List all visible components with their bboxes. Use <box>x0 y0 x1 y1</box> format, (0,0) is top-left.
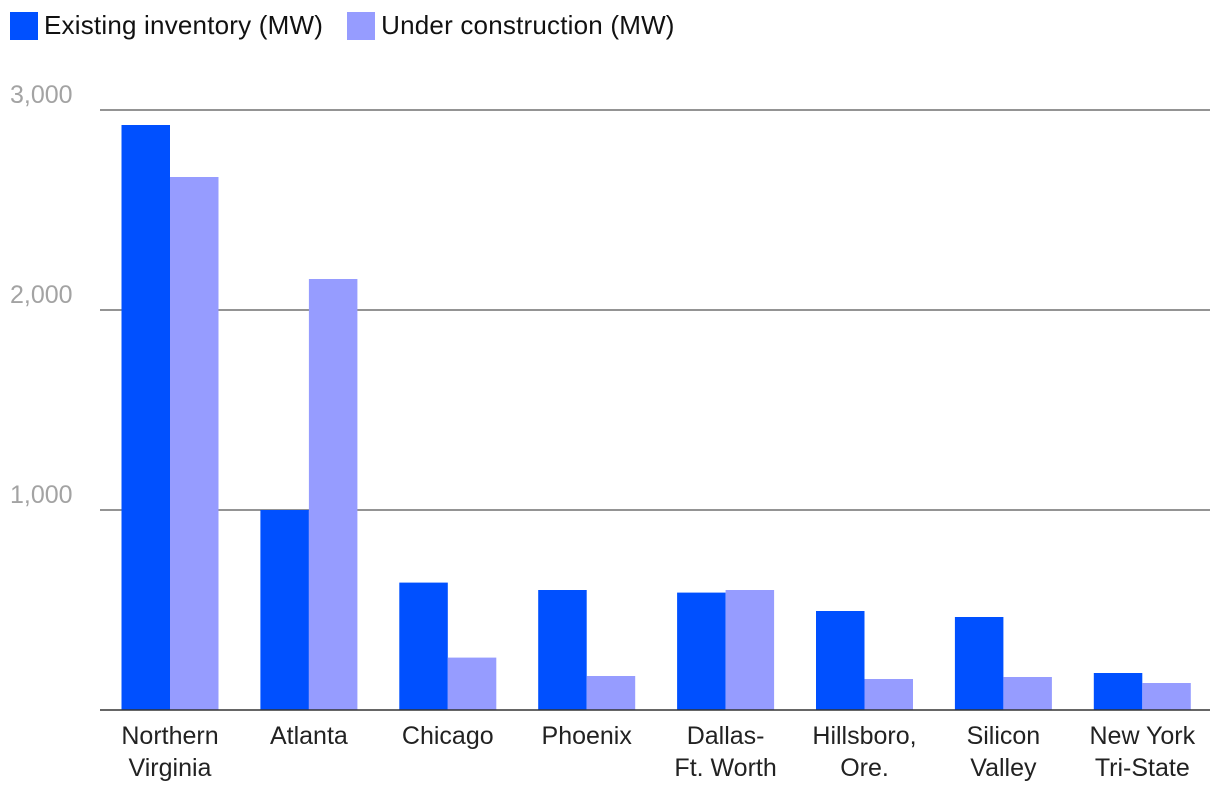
x-tick-label: Phoenix <box>542 722 633 750</box>
legend-label-construction: Under construction (MW) <box>381 10 675 40</box>
y-tick-label: 3,000 <box>10 81 73 109</box>
y-tick-label: 1,000 <box>10 481 73 509</box>
bar-construction <box>725 590 775 710</box>
x-tick-label-line: Valley <box>970 754 1037 782</box>
label-layer: 1,000 2,000 3,000 Northern Virginia Atlanta Ch… <box>10 81 1196 782</box>
x-tick-label-line: Dallas- <box>687 722 765 750</box>
x-tick-label: Atlanta <box>270 722 348 750</box>
bar-construction <box>1003 677 1052 710</box>
legend-swatch-existing <box>10 11 38 40</box>
legend-item-existing: Existing inventory (MW) <box>10 10 323 41</box>
bar-layer <box>121 125 1191 710</box>
x-tick-label-line: Virginia <box>129 754 212 782</box>
x-tick-label-line: Chicago <box>402 722 494 750</box>
bar-existing <box>954 617 1004 710</box>
x-tick-label: Dallas- Ft. Worth <box>674 722 776 782</box>
bar-existing <box>538 590 587 710</box>
x-tick-label-line: New York <box>1089 722 1195 750</box>
x-tick-label-line: Tri-State <box>1095 754 1190 782</box>
bar-existing <box>399 582 448 710</box>
x-tick-label-line: Ore. <box>840 754 889 782</box>
x-tick-label: Hillsboro, Ore. <box>812 722 916 782</box>
x-tick-label-line: Northern <box>121 722 218 750</box>
x-tick-label-line: Atlanta <box>270 722 348 750</box>
legend-label-existing: Existing inventory (MW) <box>44 10 324 40</box>
bar-construction <box>170 177 219 710</box>
bar-construction <box>308 279 358 710</box>
bar-construction <box>1142 683 1191 710</box>
x-tick-label-line: Phoenix <box>542 722 633 750</box>
bar-construction <box>586 676 636 710</box>
bar-construction <box>447 657 497 710</box>
bar-existing <box>260 510 309 710</box>
x-tick-label: Chicago <box>402 722 494 750</box>
bar-existing <box>121 125 170 710</box>
bar-existing <box>1093 673 1143 710</box>
y-tick-label: 2,000 <box>10 281 73 309</box>
legend-swatch-construction <box>347 11 376 40</box>
x-tick-label: New York Tri-State <box>1089 722 1195 782</box>
x-tick-label-line: Hillsboro, <box>812 722 916 750</box>
x-tick-label: Northern Virginia <box>121 722 218 782</box>
bar-existing <box>816 611 865 710</box>
bar-construction <box>864 679 913 710</box>
x-tick-label-line: Silicon <box>967 722 1041 750</box>
bar-existing <box>677 592 726 710</box>
legend-item-construction: Under construction (MW) <box>347 10 675 41</box>
legend: Existing inventory (MW) Under constructi… <box>10 10 699 41</box>
x-tick-label: Silicon Valley <box>967 722 1041 782</box>
grid-layer <box>100 109 1210 511</box>
x-tick-label-line: Ft. Worth <box>674 754 776 782</box>
